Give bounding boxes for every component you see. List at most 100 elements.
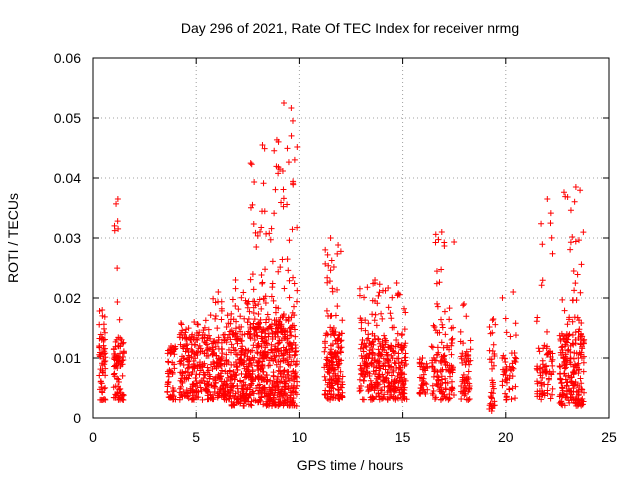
data-point: [579, 395, 586, 402]
data-point: [564, 339, 571, 346]
data-point: [465, 353, 472, 360]
data-point: [253, 244, 260, 251]
data-point: [217, 370, 224, 377]
data-point: [559, 402, 566, 409]
data-point: [101, 345, 108, 352]
data-point: [286, 377, 293, 384]
data-point: [268, 341, 275, 348]
data-point: [248, 381, 255, 388]
data-point: [251, 316, 258, 323]
data-point: [322, 344, 329, 351]
data-point: [252, 229, 259, 236]
data-point: [557, 364, 564, 371]
data-point: [400, 389, 407, 396]
data-point: [385, 369, 392, 376]
data-point: [568, 378, 575, 385]
data-point: [543, 362, 550, 369]
data-point: [270, 297, 277, 304]
data-point: [217, 360, 224, 367]
data-point: [289, 402, 296, 409]
data-point: [580, 368, 587, 375]
data-point: [292, 333, 299, 340]
data-point: [337, 368, 344, 375]
data-point: [325, 262, 332, 269]
data-point: [379, 371, 386, 378]
data-point: [536, 387, 543, 394]
data-point: [271, 210, 278, 217]
data-point: [111, 353, 118, 360]
data-point: [218, 307, 225, 314]
data-point: [250, 310, 257, 317]
data-point: [359, 337, 366, 343]
data-point: [288, 358, 295, 365]
data-point: [170, 396, 177, 403]
data-point: [99, 349, 106, 356]
data-point: [178, 392, 185, 399]
data-point: [292, 342, 299, 349]
data-point: [118, 357, 125, 364]
data-point: [102, 384, 109, 391]
data-point: [384, 395, 391, 402]
data-point: [380, 363, 387, 370]
data-point: [96, 344, 103, 351]
data-point: [197, 348, 204, 355]
data-point: [232, 285, 239, 292]
data-point: [185, 325, 192, 332]
data-point: [572, 238, 579, 245]
data-point: [223, 378, 230, 385]
data-point: [499, 382, 506, 389]
data-point: [392, 394, 399, 401]
data-point: [381, 335, 388, 342]
data-point: [368, 342, 375, 349]
data-point: [390, 380, 397, 387]
data-point: [534, 380, 541, 387]
data-point: [201, 332, 208, 339]
data-point: [164, 381, 171, 388]
data-point: [277, 264, 284, 271]
data-point: [376, 365, 383, 372]
data-point: [277, 398, 284, 405]
data-point: [376, 289, 383, 296]
data-point: [120, 357, 127, 364]
data-point: [249, 388, 256, 395]
data-point: [239, 331, 246, 338]
data-point: [488, 389, 495, 396]
data-point: [384, 370, 391, 377]
data-point: [270, 369, 277, 376]
data-point: [546, 368, 553, 375]
data-point: [429, 390, 436, 397]
data-point: [466, 384, 473, 391]
data-point: [289, 117, 296, 124]
data-point: [114, 218, 121, 225]
data-point: [291, 303, 298, 310]
data-point: [195, 388, 202, 395]
data-point: [400, 344, 407, 351]
data-point: [335, 380, 342, 387]
data-point: [372, 357, 379, 364]
data-point: [247, 204, 254, 211]
data-point: [180, 355, 187, 362]
data-point: [192, 341, 199, 348]
data-point: [572, 381, 579, 388]
data-point: [388, 342, 395, 349]
data-point: [115, 225, 122, 232]
data-point: [441, 239, 448, 246]
data-point: [339, 373, 346, 380]
data-point: [251, 298, 258, 305]
data-point: [96, 386, 103, 393]
data-point: [443, 359, 450, 366]
data-point: [96, 308, 103, 315]
data-point: [164, 370, 171, 377]
data-point: [274, 391, 281, 398]
data-point: [286, 332, 293, 339]
data-point: [211, 383, 218, 390]
data-point: [233, 396, 240, 403]
data-point: [259, 338, 266, 345]
data-point: [262, 330, 269, 337]
data-point: [177, 360, 184, 367]
data-point: [191, 319, 198, 325]
data-point: [268, 355, 275, 362]
tick-labels: 0 5 10 15 20 25 0 0.01 0.02 0.03 0.04 0.05 0.06: [54, 50, 617, 445]
data-point: [389, 324, 396, 331]
data-point: [460, 302, 467, 309]
